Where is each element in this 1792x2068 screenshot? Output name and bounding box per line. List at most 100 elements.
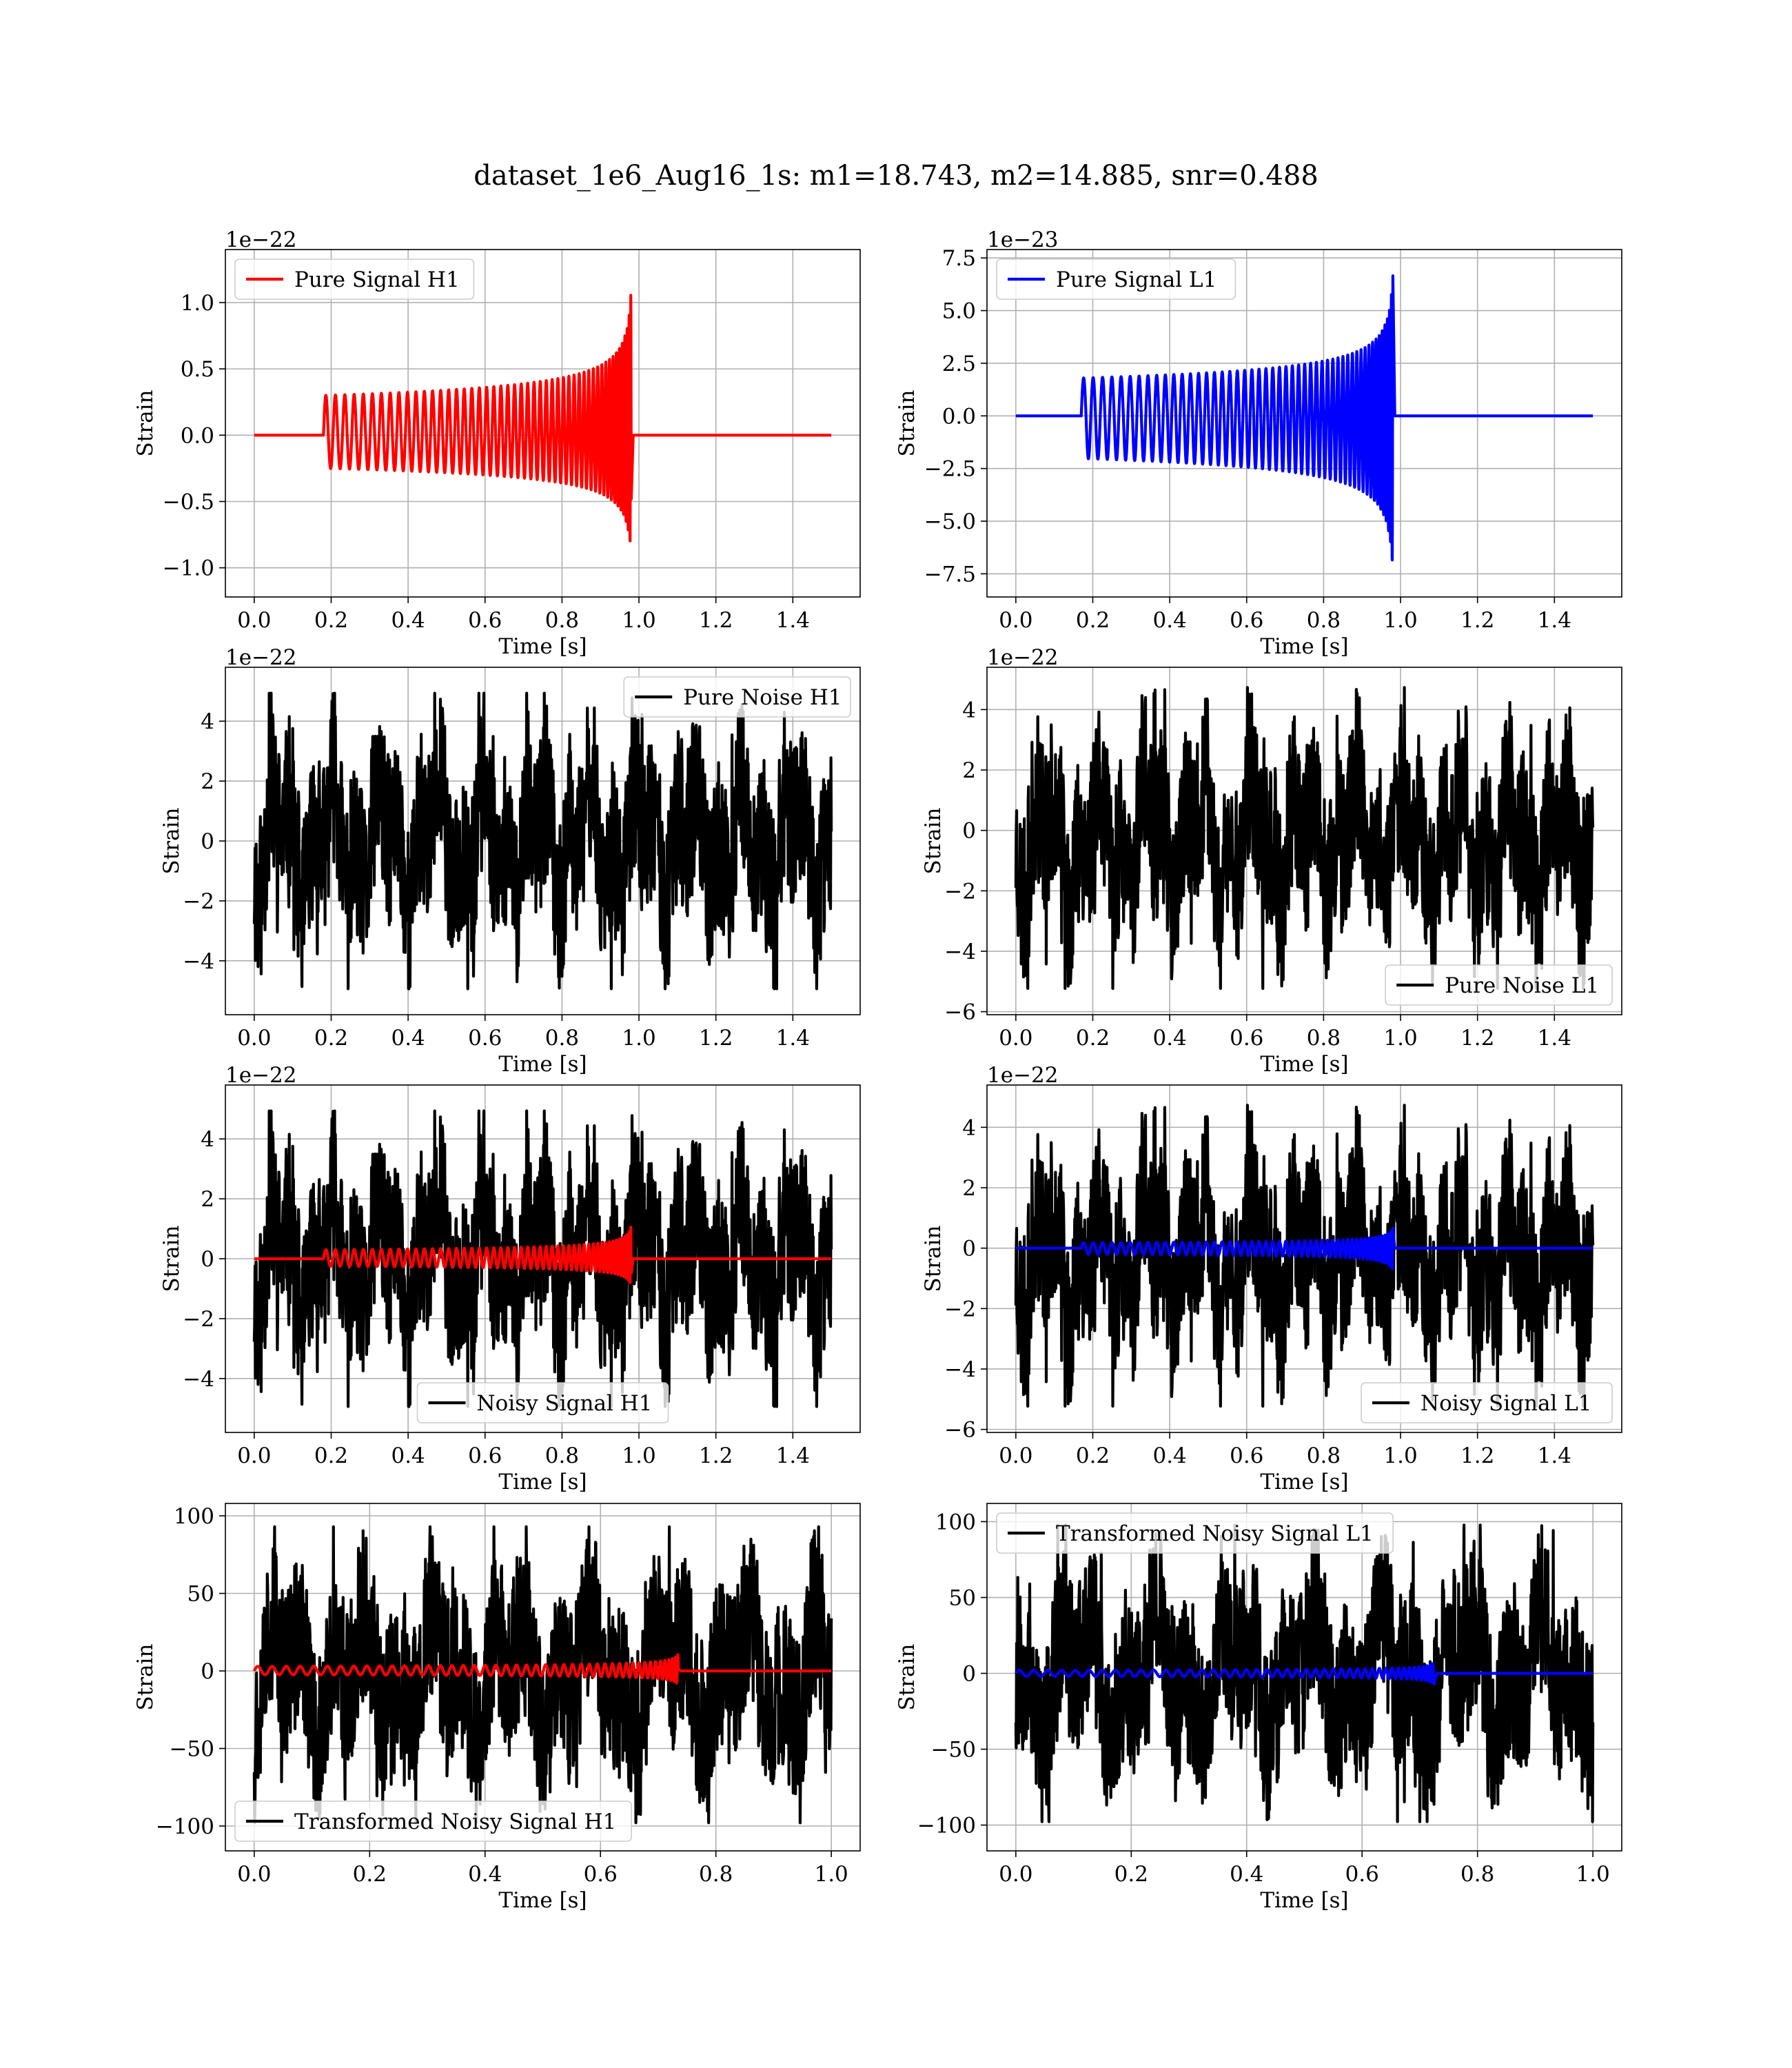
subplot-pure-signal-l1: 0.0 0.2 0.4 0.6 0.8 1.0 1.2 1.4 −7.5 −5.0 −2.5 0.0 2… bbox=[895, 227, 1622, 659]
y-tick-label: 50 bbox=[949, 1585, 976, 1610]
legend-label: Noisy Signal H1 bbox=[477, 1391, 653, 1416]
y-tick-label: 0 bbox=[201, 1659, 214, 1684]
y-tick-label: −6 bbox=[944, 1000, 976, 1025]
x-tick-label: 0.0 bbox=[999, 608, 1032, 633]
y-tick-label: 7.5 bbox=[942, 246, 976, 271]
x-tick-label: 0.4 bbox=[1230, 1862, 1263, 1887]
series-line-noise bbox=[1014, 1523, 1595, 1823]
x-axis-label: Time [s] bbox=[498, 634, 587, 659]
x-tick-label: 0.4 bbox=[1152, 1026, 1186, 1051]
legend: Noisy Signal L1 bbox=[1361, 1382, 1613, 1423]
y-tick-label: −50 bbox=[170, 1737, 214, 1762]
y-tick-label: 2 bbox=[962, 1176, 976, 1201]
y-tick-label: −50 bbox=[931, 1738, 976, 1763]
x-tick-label: 1.0 bbox=[1576, 1862, 1609, 1887]
y-tick-label: 1.0 bbox=[181, 291, 214, 316]
x-tick-label: 0.6 bbox=[1230, 1443, 1263, 1468]
legend-box bbox=[996, 1512, 1394, 1554]
y-tick-label: 4 bbox=[962, 698, 976, 722]
legend: Pure Noise L1 bbox=[1385, 964, 1613, 1006]
offset-label: 1e−22 bbox=[987, 1063, 1059, 1088]
y-tick-label: −2.5 bbox=[924, 457, 976, 482]
legend: Transformed Noisy Signal L1 bbox=[996, 1512, 1394, 1554]
series-group bbox=[254, 294, 832, 543]
legend-label: Pure Noise L1 bbox=[1445, 973, 1599, 998]
legend: Pure Noise H1 bbox=[623, 676, 851, 718]
axes-frame bbox=[986, 249, 1622, 598]
legend-box bbox=[623, 676, 851, 718]
legend-label: Noisy Signal L1 bbox=[1421, 1391, 1592, 1416]
x-tick-label: 0.2 bbox=[1076, 1026, 1110, 1051]
legend-label: Transformed Noisy Signal L1 bbox=[1056, 1521, 1374, 1546]
x-tick-label: 1.0 bbox=[1383, 608, 1417, 633]
x-tick-label: 0.2 bbox=[314, 1443, 348, 1468]
x-tick-label: 1.0 bbox=[1383, 1026, 1417, 1051]
x-tick-label: 0.4 bbox=[468, 1862, 502, 1887]
x-tick-label: 0.6 bbox=[468, 1026, 502, 1051]
y-axis-label: Strain bbox=[921, 1226, 946, 1292]
y-tick-label: 4 bbox=[962, 1115, 976, 1140]
x-tick-label: 1.0 bbox=[1383, 1443, 1417, 1468]
y-tick-label: 2 bbox=[201, 1187, 214, 1212]
x-tick-label: 0.8 bbox=[1307, 1026, 1341, 1051]
x-axis-label: Time [s] bbox=[1260, 634, 1348, 659]
x-tick-label: 1.0 bbox=[622, 1026, 655, 1051]
series-group bbox=[1014, 1104, 1595, 1408]
legend-label: Pure Signal L1 bbox=[1056, 267, 1216, 292]
y-tick-label: 0 bbox=[201, 1247, 214, 1272]
x-tick-label: 1.4 bbox=[776, 1443, 810, 1468]
offset-label: 1e−23 bbox=[987, 227, 1059, 252]
y-tick-label: −2 bbox=[183, 1307, 214, 1332]
y-tick-label: 0.0 bbox=[181, 423, 214, 448]
x-tick-label: 0.6 bbox=[584, 1862, 618, 1887]
x-tick-label: 0.6 bbox=[1345, 1862, 1379, 1887]
series-line-signal bbox=[1015, 1226, 1594, 1270]
legend-box bbox=[416, 1382, 669, 1423]
x-tick-label: 1.2 bbox=[699, 1443, 733, 1468]
x-tick-label: 0.2 bbox=[1076, 608, 1110, 633]
x-tick-label: 1.2 bbox=[1460, 608, 1494, 633]
offset-label: 1e−22 bbox=[225, 645, 297, 670]
y-tick-label: 0.0 bbox=[942, 404, 976, 429]
x-tick-label: 1.4 bbox=[776, 1026, 810, 1051]
subplot-pure-signal-h1: 0.0 0.2 0.4 0.6 0.8 1.0 1.2 1.4 −1.0 −0.5 0.0 0.5 1.… bbox=[133, 227, 861, 659]
offset-label: 1e−22 bbox=[225, 227, 297, 252]
legend-label: Transformed Noisy Signal H1 bbox=[294, 1810, 616, 1834]
x-tick-label: 1.4 bbox=[1538, 1026, 1571, 1051]
offset-label: 1e−22 bbox=[225, 1063, 297, 1088]
x-tick-label: 0.8 bbox=[699, 1862, 733, 1887]
series-line-signal bbox=[252, 1653, 832, 1685]
x-tick-label: 0.0 bbox=[999, 1862, 1032, 1887]
x-tick-label: 0.2 bbox=[314, 608, 348, 633]
series-line-signal bbox=[254, 294, 832, 543]
subplot-noisy-signal-h1: 0.0 0.2 0.4 0.6 0.8 1.0 1.2 1.4 −4 −2 0 2 4 1e−22 Time… bbox=[159, 1063, 861, 1494]
x-tick-label: 1.4 bbox=[1538, 608, 1571, 633]
x-axis-label: Time [s] bbox=[1260, 1052, 1348, 1077]
axes-frame bbox=[225, 1503, 861, 1852]
y-tick-label: −7.5 bbox=[924, 562, 976, 587]
x-tick-label: 0.8 bbox=[545, 1026, 579, 1051]
x-tick-label: 0.0 bbox=[999, 1026, 1032, 1051]
x-tick-label: 0.2 bbox=[1076, 1443, 1110, 1468]
y-tick-label: 2.5 bbox=[942, 352, 976, 376]
x-tick-label: 0.0 bbox=[999, 1443, 1032, 1468]
y-tick-label: 0.5 bbox=[181, 357, 214, 382]
y-axis-label: Strain bbox=[921, 808, 946, 875]
y-tick-label: 4 bbox=[201, 709, 214, 734]
legend: Pure Signal L1 bbox=[996, 258, 1236, 300]
x-tick-label: 0.2 bbox=[1114, 1862, 1148, 1887]
x-tick-label: 0.6 bbox=[1230, 608, 1263, 633]
x-tick-label: 1.4 bbox=[1538, 1443, 1571, 1468]
subplot-transformed-noisy-signal-l1: 0.0 0.2 0.4 0.6 0.8 1.0 −100 −50 0 50 100 Time [s] S… bbox=[895, 1503, 1622, 1913]
x-tick-label: 0.8 bbox=[545, 608, 579, 633]
x-axis-label: Time [s] bbox=[1260, 1470, 1348, 1494]
x-tick-label: 1.4 bbox=[776, 608, 810, 633]
x-tick-label: 0.0 bbox=[237, 1443, 271, 1468]
y-axis-label: Strain bbox=[133, 1644, 158, 1711]
legend-box bbox=[1385, 964, 1613, 1006]
y-tick-label: 5.0 bbox=[942, 299, 976, 324]
y-tick-label: 4 bbox=[201, 1127, 214, 1152]
y-tick-label: 100 bbox=[935, 1510, 976, 1534]
y-tick-label: −4 bbox=[183, 949, 214, 974]
x-tick-label: 0.8 bbox=[1460, 1862, 1494, 1887]
